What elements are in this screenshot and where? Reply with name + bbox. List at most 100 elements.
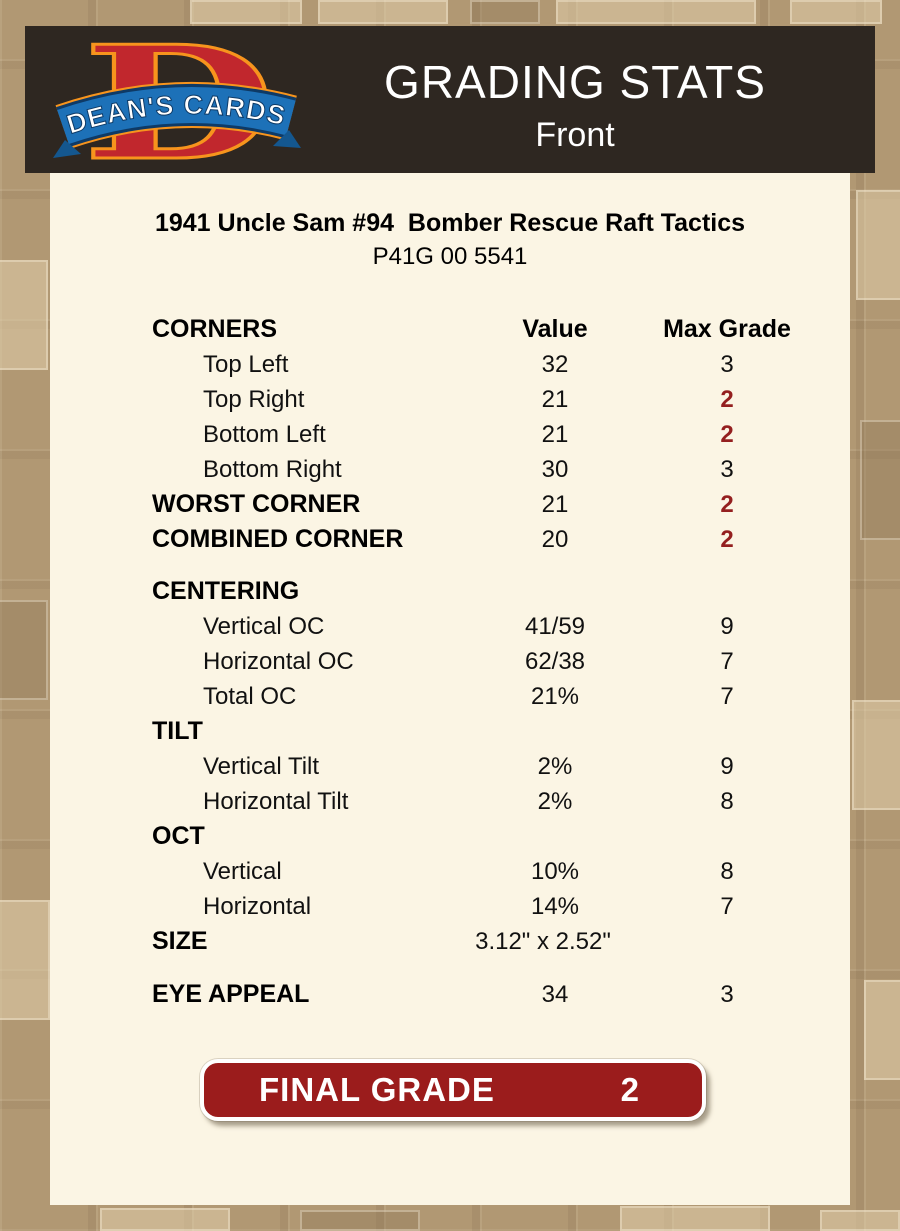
final-grade-button[interactable]: FINAL GRADE 2 — [200, 1059, 706, 1121]
table-row: Top Right 21 2 — [50, 382, 850, 417]
row-value: 30 — [541, 456, 569, 483]
grading-table: CORNERS Value Max Grade Top Left 3 2 3 Top R… — [50, 312, 850, 1012]
background-card — [556, 0, 756, 24]
row-max-grade: 7 — [720, 648, 734, 675]
table-row: Vertical 10% 8 — [50, 854, 850, 889]
row-value: 20 — [541, 526, 569, 553]
row-max-grade: 8 — [720, 858, 734, 885]
table-row: Vertical Tilt 2% 9 — [50, 749, 850, 784]
row-max-grade: 3 — [720, 456, 734, 483]
background-card — [100, 1208, 230, 1231]
deans-cards-logo-art: D DEAN'S CARDS — [53, 10, 301, 197]
row-label: Vertical OC — [203, 613, 325, 640]
table-row: Horizontal OC 62/38 7 — [50, 644, 850, 679]
row-label: Horizontal OC — [203, 648, 354, 675]
row-max-grade — [655, 574, 799, 609]
table-body: Top Left 32 3 Top Right 21 2 Bottom Left 21 2 Bot… — [50, 347, 850, 1012]
background-card — [620, 1206, 770, 1231]
background-card — [190, 0, 302, 24]
table-row: Bottom Left 21 2 — [50, 417, 850, 452]
row-label: EYE APPEAL — [152, 980, 310, 1008]
row-value: 41/59 — [524, 613, 586, 640]
final-grade-label: FINAL GRADE — [259, 1071, 495, 1108]
final-grade-value: 2 — [620, 1071, 640, 1108]
row-label: Vertical — [203, 858, 282, 885]
background-card — [852, 700, 900, 810]
page-subtitle: Front — [535, 116, 615, 154]
row-label: Bottom Right — [203, 456, 342, 483]
row-label: Horizontal — [203, 893, 312, 920]
row-max-grade: 7 — [720, 683, 734, 710]
column-header-value: Value — [522, 315, 588, 343]
table-spacer — [50, 557, 850, 574]
row-max-grade: 2 — [720, 526, 734, 553]
row-max-grade: 2 — [720, 386, 734, 413]
row-label: Total OC — [203, 683, 297, 710]
content-panel: 1941 Uncle Sam #94 Bomber Rescue Raft Ta… — [50, 173, 850, 1205]
row-value: 2% — [537, 753, 573, 780]
table-row: WORST CORNER 21 2 — [50, 487, 850, 522]
row-value: 21% — [530, 683, 580, 710]
background-card — [820, 1210, 900, 1231]
row-label: WORST CORNER — [152, 490, 361, 518]
row-label: Bottom Left — [203, 421, 326, 448]
table-row: Horizontal Tilt 2% 8 — [50, 784, 850, 819]
row-max-grade: 2 — [720, 491, 734, 518]
table-row: CENTERING — [50, 574, 850, 609]
table-row: Top Left 32 3 — [50, 347, 850, 382]
table-row: Bottom Right 30 3 — [50, 452, 850, 487]
row-max-grade: 9 — [720, 753, 734, 780]
row-value: 62/38 — [524, 648, 586, 675]
row-max-grade — [655, 819, 799, 854]
background-card — [300, 1210, 420, 1231]
row-value: 2% — [537, 788, 573, 815]
row-max-grade: 7 — [720, 893, 734, 920]
table-row: OCT — [50, 819, 850, 854]
card-serial: P41G 00 5541 — [372, 243, 528, 270]
table-spacer — [50, 959, 850, 977]
row-label: OCT — [152, 822, 205, 850]
row-label: Top Right — [203, 386, 305, 413]
background-card — [860, 420, 900, 540]
row-max-grade: 3 — [720, 351, 734, 378]
row-label: Top Left — [203, 351, 289, 378]
row-value — [455, 574, 655, 609]
row-value: 21 — [541, 491, 569, 518]
background-card — [864, 980, 900, 1080]
row-max-grade — [655, 714, 799, 749]
ribbon-tail-right — [273, 130, 301, 148]
row-value: 3.12" x 2.52" — [475, 928, 611, 955]
row-value — [455, 819, 655, 854]
row-max-grade: 3 — [720, 981, 734, 1008]
table-row: SIZE 3.12" x 2.52" — [50, 924, 850, 959]
row-label: Vertical Tilt — [203, 753, 320, 780]
column-header-max-grade: Max Grade — [663, 315, 791, 343]
row-max-grade: 8 — [720, 788, 734, 815]
row-value: 14% — [530, 893, 580, 920]
row-value: 34 — [541, 981, 569, 1008]
background-card — [790, 0, 882, 24]
row-value: 21 — [541, 386, 569, 413]
ribbon-band — [57, 86, 296, 145]
background-card — [856, 190, 900, 300]
row-value — [455, 714, 655, 749]
row-max-grade: 2 — [720, 421, 734, 448]
card-title: 1941 Uncle Sam #94 Bomber Rescue Raft Ta… — [154, 209, 746, 237]
row-max-grade: 9 — [720, 613, 734, 640]
background-card — [470, 0, 540, 24]
row-value: 10% — [530, 858, 580, 885]
row-value: 21 — [541, 421, 569, 448]
row-max-grade — [655, 924, 799, 959]
ribbon-tail-left — [53, 140, 81, 158]
row-label: CENTERING — [152, 577, 300, 605]
background-card — [0, 900, 50, 1020]
row-label: SIZE — [152, 927, 208, 955]
background-card — [0, 260, 48, 370]
table-row: TILT — [50, 714, 850, 749]
column-header-corners: CORNERS — [152, 315, 278, 343]
table-row: Horizontal 14% 7 — [50, 889, 850, 924]
deans-cards-logo: D DEAN'S CARDS — [51, 10, 303, 197]
table-row: COMBINED CORNER 20 2 — [50, 522, 850, 557]
header-bar: D DEAN'S CARDS GRADING STATS Front — [25, 10, 875, 197]
